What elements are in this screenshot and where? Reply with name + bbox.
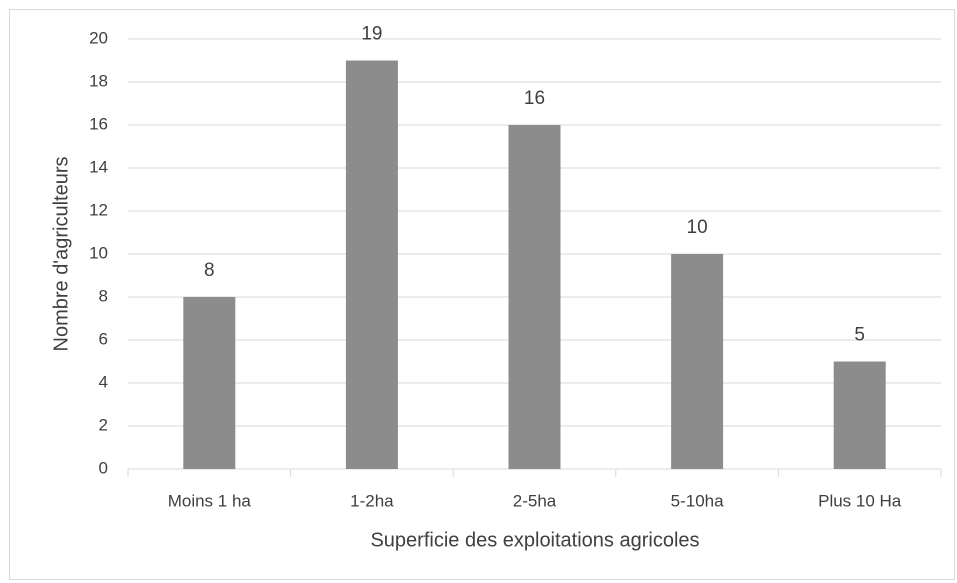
y-tick-label: 2: [99, 415, 108, 434]
y-tick-label: 10: [89, 243, 108, 262]
y-tick-label: 14: [89, 157, 108, 176]
x-tick-label: 2-5ha: [513, 491, 557, 510]
bar: [183, 297, 236, 469]
y-tick-label: 20: [89, 28, 108, 47]
data-label: 5: [854, 325, 865, 346]
x-tick-label: Plus 10 Ha: [818, 491, 902, 510]
x-tick-label: 1-2ha: [350, 491, 394, 510]
y-tick-label: 0: [99, 458, 108, 477]
data-label: 16: [524, 88, 545, 109]
bar: [508, 125, 561, 469]
data-label: 10: [687, 217, 708, 238]
y-tick-label: 6: [99, 329, 108, 348]
y-tick-label: 4: [99, 372, 108, 391]
y-tick-label: 16: [89, 114, 108, 133]
x-tick-label: 5-10ha: [671, 491, 724, 510]
bar: [833, 361, 886, 469]
bar: [345, 60, 398, 469]
y-tick-label: 12: [89, 200, 108, 219]
data-label: 8: [204, 260, 215, 281]
y-tick-label: 18: [89, 71, 108, 90]
bar: [671, 254, 724, 469]
x-axis-label: Superficie des exploitations agricoles: [370, 529, 699, 551]
y-axis-label: Nombre d'agriculteurs: [50, 156, 72, 351]
y-tick-label: 8: [99, 286, 108, 305]
x-tick-label: Moins 1 ha: [168, 491, 252, 510]
data-label: 19: [361, 24, 382, 45]
chart-border: [9, 9, 955, 580]
